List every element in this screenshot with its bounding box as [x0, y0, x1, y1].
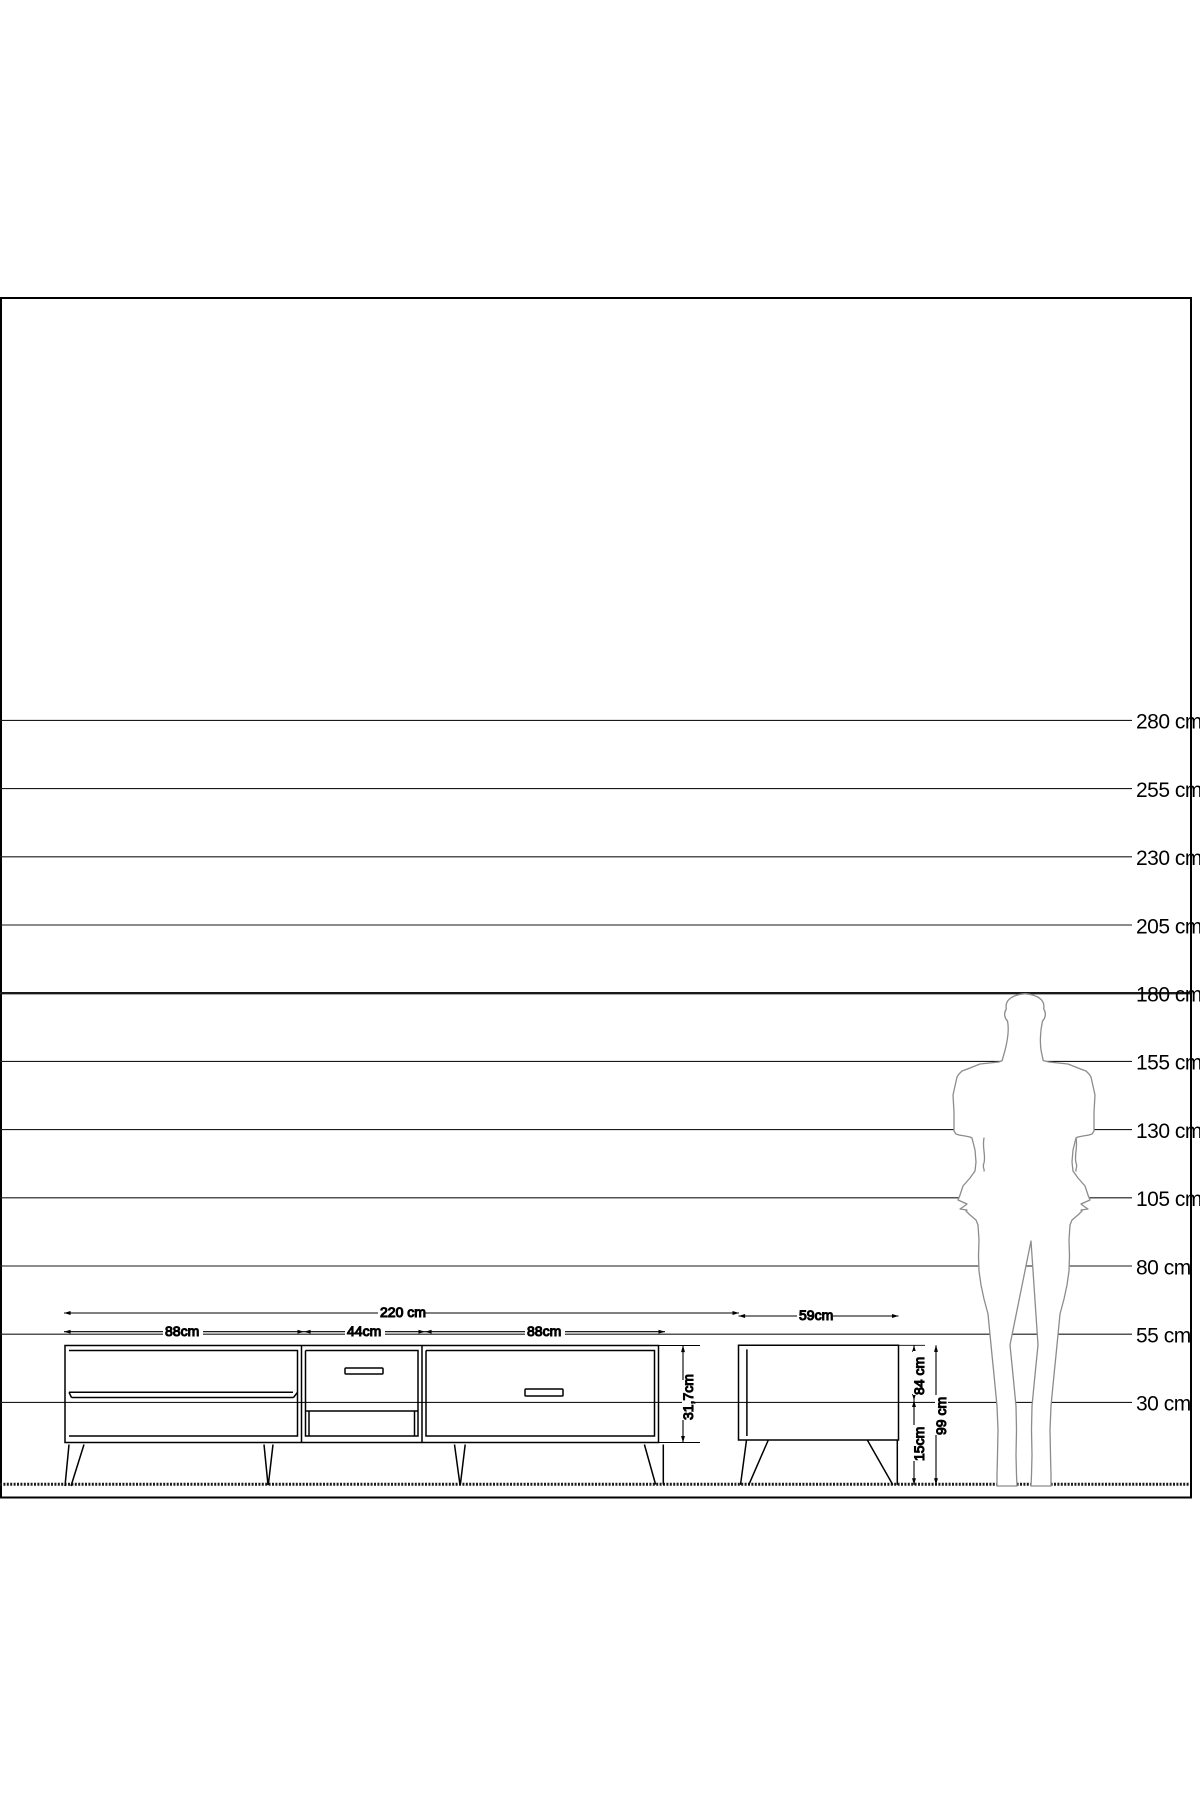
svg-text:55 cm: 55 cm [1136, 1325, 1191, 1348]
svg-text:44cm: 44cm [347, 1323, 381, 1339]
svg-text:31,7cm: 31,7cm [680, 1374, 696, 1420]
svg-text:280 cm: 280 cm [1136, 711, 1200, 734]
svg-text:255 cm: 255 cm [1136, 779, 1200, 802]
svg-text:80 cm: 80 cm [1136, 1256, 1191, 1279]
svg-text:15cm: 15cm [911, 1427, 927, 1461]
svg-text:30 cm: 30 cm [1136, 1393, 1191, 1416]
svg-text:180 cm: 180 cm [1136, 984, 1200, 1007]
svg-text:220 cm: 220 cm [380, 1304, 426, 1320]
svg-text:130 cm: 130 cm [1136, 1120, 1200, 1143]
svg-text:230 cm: 230 cm [1136, 847, 1200, 870]
svg-text:88cm: 88cm [165, 1323, 199, 1339]
svg-text:105 cm: 105 cm [1136, 1188, 1200, 1211]
svg-text:99 cm: 99 cm [933, 1397, 949, 1435]
svg-text:59cm: 59cm [799, 1307, 833, 1323]
svg-text:84 cm: 84 cm [911, 1357, 927, 1395]
svg-text:155 cm: 155 cm [1136, 1052, 1200, 1075]
svg-text:88cm: 88cm [527, 1323, 561, 1339]
svg-text:205 cm: 205 cm [1136, 915, 1200, 938]
